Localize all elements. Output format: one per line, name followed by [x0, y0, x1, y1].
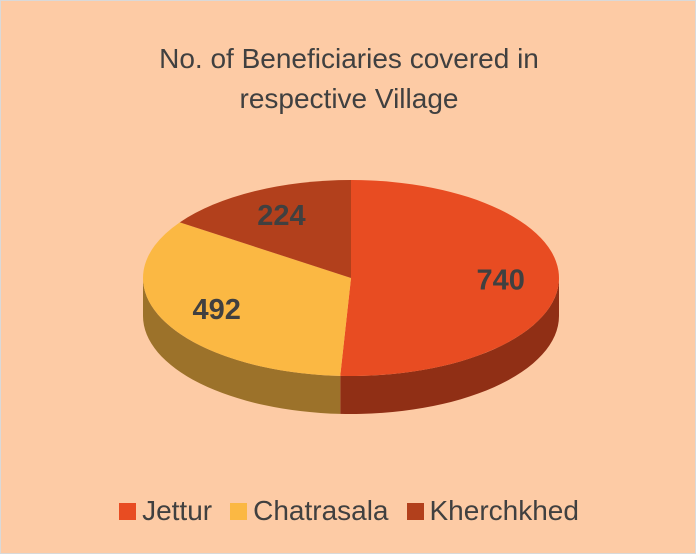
legend-label: Jettur	[142, 495, 213, 526]
legend-label: Kherchkhed	[429, 495, 579, 526]
data-label: 224	[257, 200, 305, 232]
slice-top	[340, 180, 560, 377]
legend-label: Chatrasala	[253, 495, 389, 526]
slice-side	[340, 278, 559, 414]
legend-swatch	[406, 502, 424, 520]
legend-item: Chatrasala	[230, 495, 389, 527]
slice	[179, 180, 351, 278]
slice-top	[143, 222, 351, 376]
data-label: 492	[192, 294, 240, 326]
data-label: 740	[477, 264, 525, 296]
slice-side	[143, 278, 341, 414]
legend: Jettur Chatrasala Kherchkhed	[1, 495, 695, 527]
slice-top	[179, 180, 351, 278]
slice	[143, 222, 351, 414]
legend-swatch	[119, 502, 137, 520]
legend-item: Kherchkhed	[406, 495, 579, 527]
chart-title: No. of Beneficiaries covered in respecti…	[159, 43, 539, 114]
legend-item: Jettur	[119, 495, 212, 527]
slice	[340, 180, 560, 414]
legend-swatch	[230, 502, 248, 520]
